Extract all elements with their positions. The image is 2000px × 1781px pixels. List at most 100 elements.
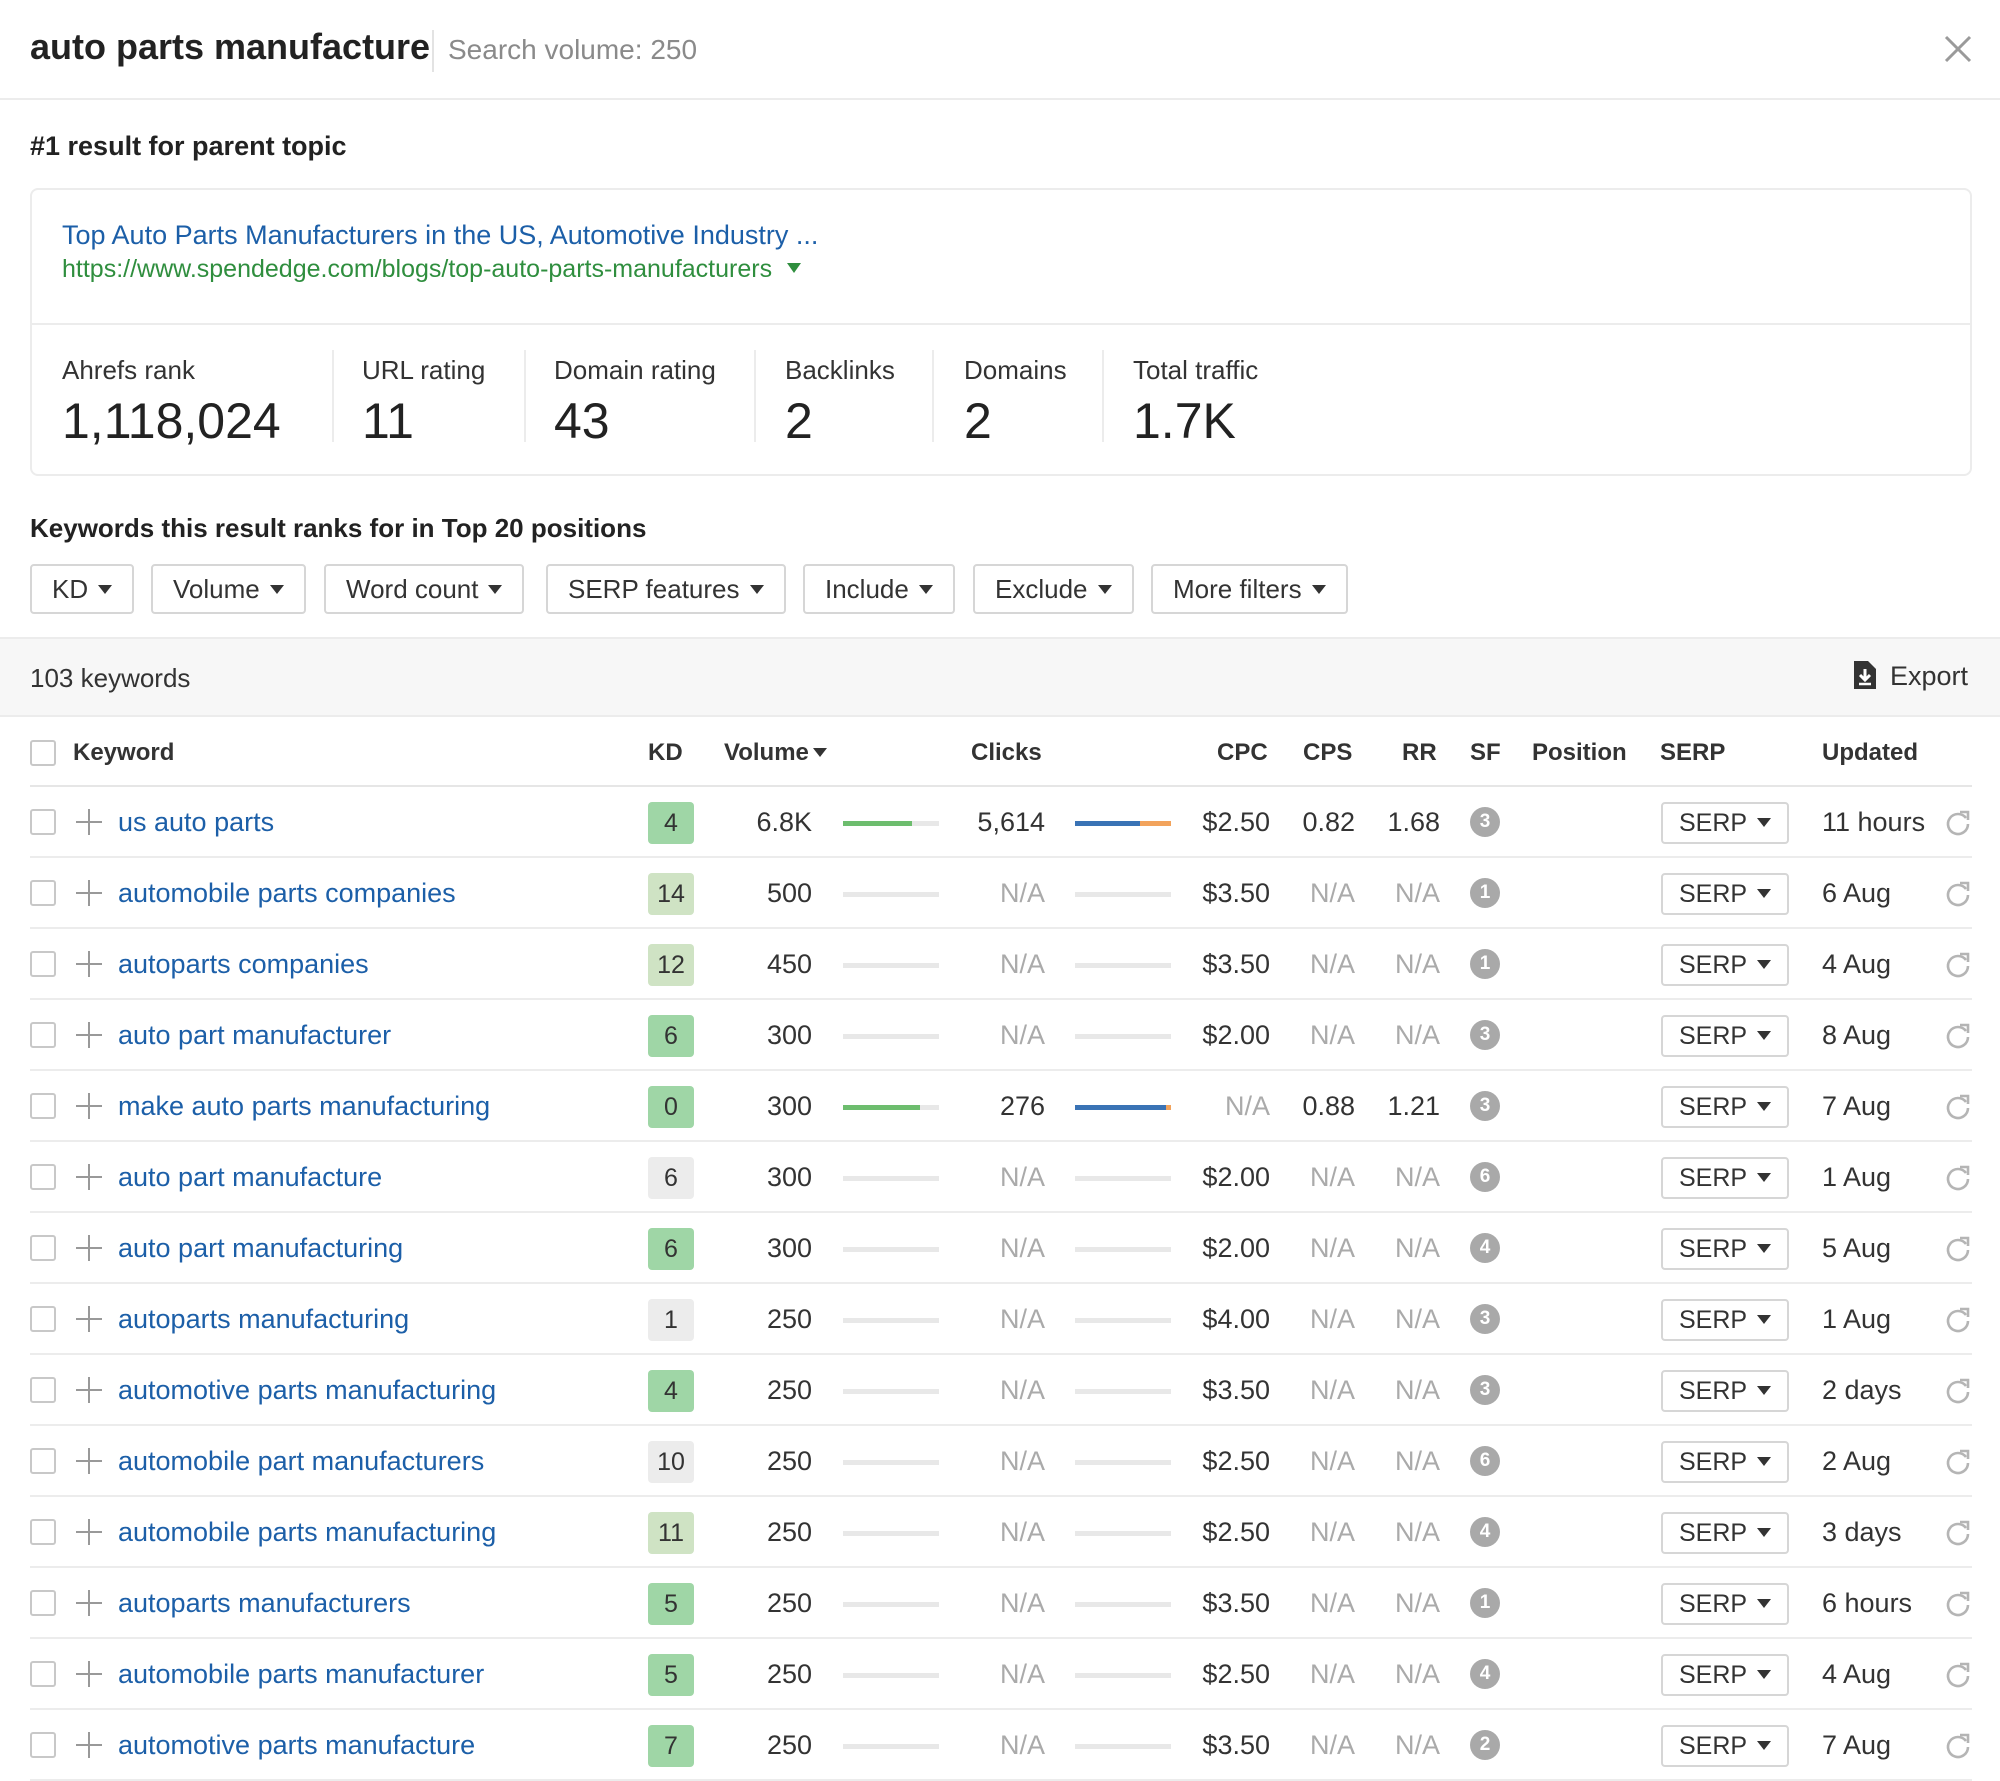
filter-exclude[interactable]: Exclude [973,564,1134,614]
column-position[interactable]: Position [1532,739,1627,766]
add-keyword-icon[interactable] [76,1022,102,1048]
refresh-icon[interactable] [1944,1022,1972,1050]
refresh-icon[interactable] [1944,880,1972,908]
url-dropdown-icon[interactable] [787,263,802,274]
serp-dropdown-button[interactable]: SERP [1661,944,1789,986]
result-url-text[interactable]: https://www.spendedge.com/blogs/top-auto… [62,255,773,283]
refresh-icon[interactable] [1944,1093,1972,1121]
row-checkbox[interactable] [30,809,56,835]
serp-dropdown-button[interactable]: SERP [1661,1512,1789,1554]
keyword-link[interactable]: autoparts companies [118,949,369,979]
serp-features-badge[interactable]: 3 [1470,1091,1500,1121]
serp-features-badge[interactable]: 3 [1470,807,1500,837]
column-volume[interactable]: Volume [724,739,827,767]
close-icon[interactable] [1940,31,1976,67]
add-keyword-icon[interactable] [76,1448,102,1474]
keyword-link[interactable]: automobile parts manufacturing [118,1517,497,1547]
column-rr[interactable]: RR [1402,739,1437,766]
serp-dropdown-button[interactable]: SERP [1661,1654,1789,1696]
serp-features-badge[interactable]: 6 [1470,1446,1500,1476]
row-checkbox[interactable] [30,1377,56,1403]
row-checkbox[interactable] [30,1164,56,1190]
serp-dropdown-button[interactable]: SERP [1661,1228,1789,1270]
add-keyword-icon[interactable] [76,1093,102,1119]
export-button[interactable]: Export [1852,661,1968,692]
add-keyword-icon[interactable] [76,1164,102,1190]
keyword-link[interactable]: automobile parts manufacturer [118,1659,485,1689]
add-keyword-icon[interactable] [76,1590,102,1616]
add-keyword-icon[interactable] [76,880,102,906]
refresh-icon[interactable] [1944,951,1972,979]
column-cps[interactable]: CPS [1303,739,1353,766]
keyword-link[interactable]: automotive parts manufacturing [118,1375,497,1405]
refresh-icon[interactable] [1944,809,1972,837]
serp-dropdown-button[interactable]: SERP [1661,1157,1789,1199]
refresh-icon[interactable] [1944,1590,1972,1618]
filter-word-count[interactable]: Word count [324,564,525,614]
serp-features-badge[interactable]: 4 [1470,1517,1500,1547]
filter-kd[interactable]: KD [30,564,135,614]
add-keyword-icon[interactable] [76,1377,102,1403]
serp-dropdown-button[interactable]: SERP [1661,1370,1789,1412]
refresh-icon[interactable] [1944,1448,1972,1476]
column-keyword[interactable]: Keyword [73,739,175,766]
add-keyword-icon[interactable] [76,1661,102,1687]
serp-features-badge[interactable]: 1 [1470,878,1500,908]
serp-features-badge[interactable]: 2 [1470,1730,1500,1760]
serp-dropdown-button[interactable]: SERP [1661,1441,1789,1483]
keyword-link[interactable]: make auto parts manufacturing [118,1091,491,1121]
result-title-link[interactable]: Top Auto Parts Manufacturers in the US, … [62,220,819,250]
serp-features-badge[interactable]: 1 [1470,1588,1500,1618]
row-checkbox[interactable] [30,1093,56,1119]
column-sf[interactable]: SF [1470,739,1501,766]
serp-dropdown-button[interactable]: SERP [1661,1086,1789,1128]
keyword-link[interactable]: automobile part manufacturers [118,1446,485,1476]
add-keyword-icon[interactable] [76,1732,102,1758]
serp-dropdown-button[interactable]: SERP [1661,1015,1789,1057]
serp-dropdown-button[interactable]: SERP [1661,1583,1789,1625]
column-kd[interactable]: KD [648,739,683,766]
row-checkbox[interactable] [30,1661,56,1687]
keyword-link[interactable]: automobile parts companies [118,878,456,908]
row-checkbox[interactable] [30,1235,56,1261]
serp-features-badge[interactable]: 3 [1470,1375,1500,1405]
filter-serp-features[interactable]: SERP features [546,564,786,614]
row-checkbox[interactable] [30,1022,56,1048]
keyword-link[interactable]: auto part manufacturer [118,1020,392,1050]
serp-dropdown-button[interactable]: SERP [1661,802,1789,844]
add-keyword-icon[interactable] [76,1235,102,1261]
select-all-checkbox[interactable] [30,740,56,766]
refresh-icon[interactable] [1944,1377,1972,1405]
serp-dropdown-button[interactable]: SERP [1661,873,1789,915]
refresh-icon[interactable] [1944,1661,1972,1689]
column-cpc[interactable]: CPC [1217,739,1268,766]
serp-features-badge[interactable]: 3 [1470,1304,1500,1334]
refresh-icon[interactable] [1944,1519,1972,1547]
refresh-icon[interactable] [1944,1164,1972,1192]
serp-features-badge[interactable]: 4 [1470,1659,1500,1689]
add-keyword-icon[interactable] [76,809,102,835]
keyword-link[interactable]: auto part manufacturing [118,1233,404,1263]
serp-features-badge[interactable]: 3 [1470,1020,1500,1050]
keyword-link[interactable]: auto part manufacture [118,1162,383,1192]
row-checkbox[interactable] [30,1590,56,1616]
keyword-link[interactable]: autoparts manufacturers [118,1588,411,1618]
serp-dropdown-button[interactable]: SERP [1661,1725,1789,1767]
column-updated[interactable]: Updated [1822,739,1918,766]
row-checkbox[interactable] [30,951,56,977]
add-keyword-icon[interactable] [76,1306,102,1332]
serp-features-badge[interactable]: 1 [1470,949,1500,979]
keyword-link[interactable]: autoparts manufacturing [118,1304,410,1334]
row-checkbox[interactable] [30,1519,56,1545]
add-keyword-icon[interactable] [76,1519,102,1545]
serp-features-badge[interactable]: 4 [1470,1233,1500,1263]
serp-dropdown-button[interactable]: SERP [1661,1299,1789,1341]
keyword-link[interactable]: automotive parts manufacture [118,1730,476,1760]
result-url[interactable]: https://www.spendedge.com/blogs/top-auto… [62,255,802,284]
refresh-icon[interactable] [1944,1732,1972,1760]
column-clicks[interactable]: Clicks [971,739,1042,766]
row-checkbox[interactable] [30,880,56,906]
refresh-icon[interactable] [1944,1235,1972,1263]
row-checkbox[interactable] [30,1448,56,1474]
row-checkbox[interactable] [30,1732,56,1758]
